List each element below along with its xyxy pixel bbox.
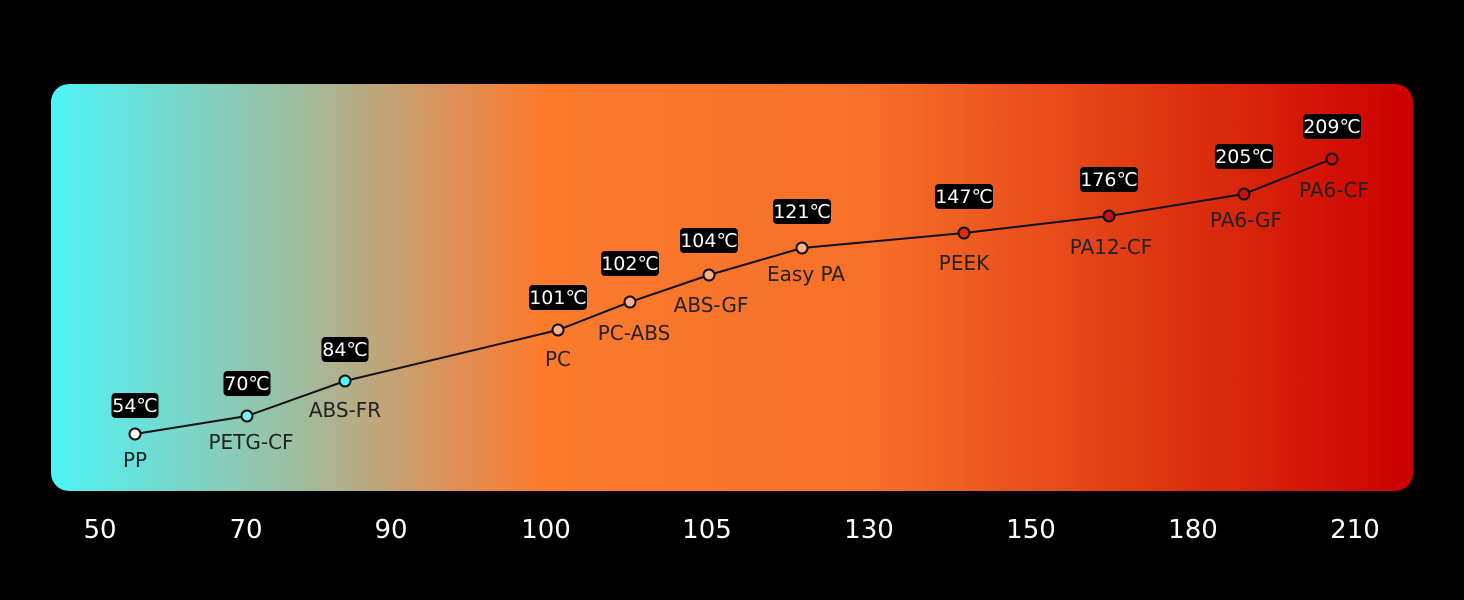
data-point-pa6-cf <box>1325 152 1339 166</box>
value-badge-pa6-gf <box>1215 144 1273 169</box>
material-label-abs-gf: ABS-GF <box>674 293 749 317</box>
value-badge-pa12-cf <box>1080 167 1138 192</box>
value-badge-petg-cf <box>223 371 271 396</box>
value-badge-abs-gf <box>680 228 738 253</box>
data-point-pa12-cf <box>1102 209 1116 223</box>
value-badge-pc-abs <box>601 251 659 276</box>
data-point-abs-fr <box>338 374 352 388</box>
material-label-easy-pa: Easy PA <box>767 262 845 286</box>
data-point-pa6-gf <box>1237 187 1251 201</box>
x-tick-label-180: 180 <box>1168 515 1218 545</box>
material-label-pa6-gf: PA6-GF <box>1210 208 1282 232</box>
data-point-pc-abs <box>623 295 637 309</box>
material-label-pa6-cf: PA6-CF <box>1299 178 1369 202</box>
value-label-pa6-gf: 205℃ <box>1215 146 1273 168</box>
value-badge-peek <box>935 184 993 209</box>
material-label-pc-abs: PC-ABS <box>598 321 671 345</box>
chart-panel <box>51 84 1413 491</box>
value-label-abs-gf: 104℃ <box>680 230 738 252</box>
material-label-pp: PP <box>123 448 147 472</box>
x-tick-label-105: 105 <box>682 515 732 545</box>
x-tick-label-70: 70 <box>229 515 262 545</box>
material-label-abs-fr: ABS-FR <box>309 398 381 422</box>
value-label-pc: 101℃ <box>529 287 587 309</box>
value-badge-pc <box>529 285 587 310</box>
value-badge-pa6-cf <box>1303 114 1361 139</box>
material-label-peek: PEEK <box>939 251 990 275</box>
data-point-abs-gf <box>702 268 716 282</box>
value-label-pp: 54℃ <box>112 395 158 417</box>
x-tick-label-50: 50 <box>83 515 116 545</box>
value-label-abs-fr: 84℃ <box>322 339 368 361</box>
value-label-petg-cf: 70℃ <box>224 373 270 395</box>
value-badge-easy-pa <box>773 199 831 224</box>
value-label-easy-pa: 121℃ <box>773 201 831 223</box>
value-badge-abs-fr <box>321 337 369 362</box>
data-point-easy-pa <box>795 241 809 255</box>
value-label-pa12-cf: 176℃ <box>1080 169 1138 191</box>
x-tick-label-210: 210 <box>1330 515 1380 545</box>
data-point-pc <box>551 323 565 337</box>
data-point-pp <box>128 427 142 441</box>
x-tick-label-150: 150 <box>1006 515 1056 545</box>
data-point-peek <box>957 226 971 240</box>
value-label-pa6-cf: 209℃ <box>1303 116 1361 138</box>
value-label-peek: 147℃ <box>935 186 993 208</box>
x-tick-label-100: 100 <box>521 515 571 545</box>
value-badge-pp <box>111 393 159 418</box>
value-label-pc-abs: 102℃ <box>601 253 659 275</box>
data-point-petg-cf <box>240 409 254 423</box>
material-label-pc: PC <box>545 347 571 371</box>
material-label-pa12-cf: PA12-CF <box>1070 235 1153 259</box>
material-label-petg-cf: PETG-CF <box>208 430 293 454</box>
x-tick-label-130: 130 <box>844 515 894 545</box>
x-tick-label-90: 90 <box>374 515 407 545</box>
